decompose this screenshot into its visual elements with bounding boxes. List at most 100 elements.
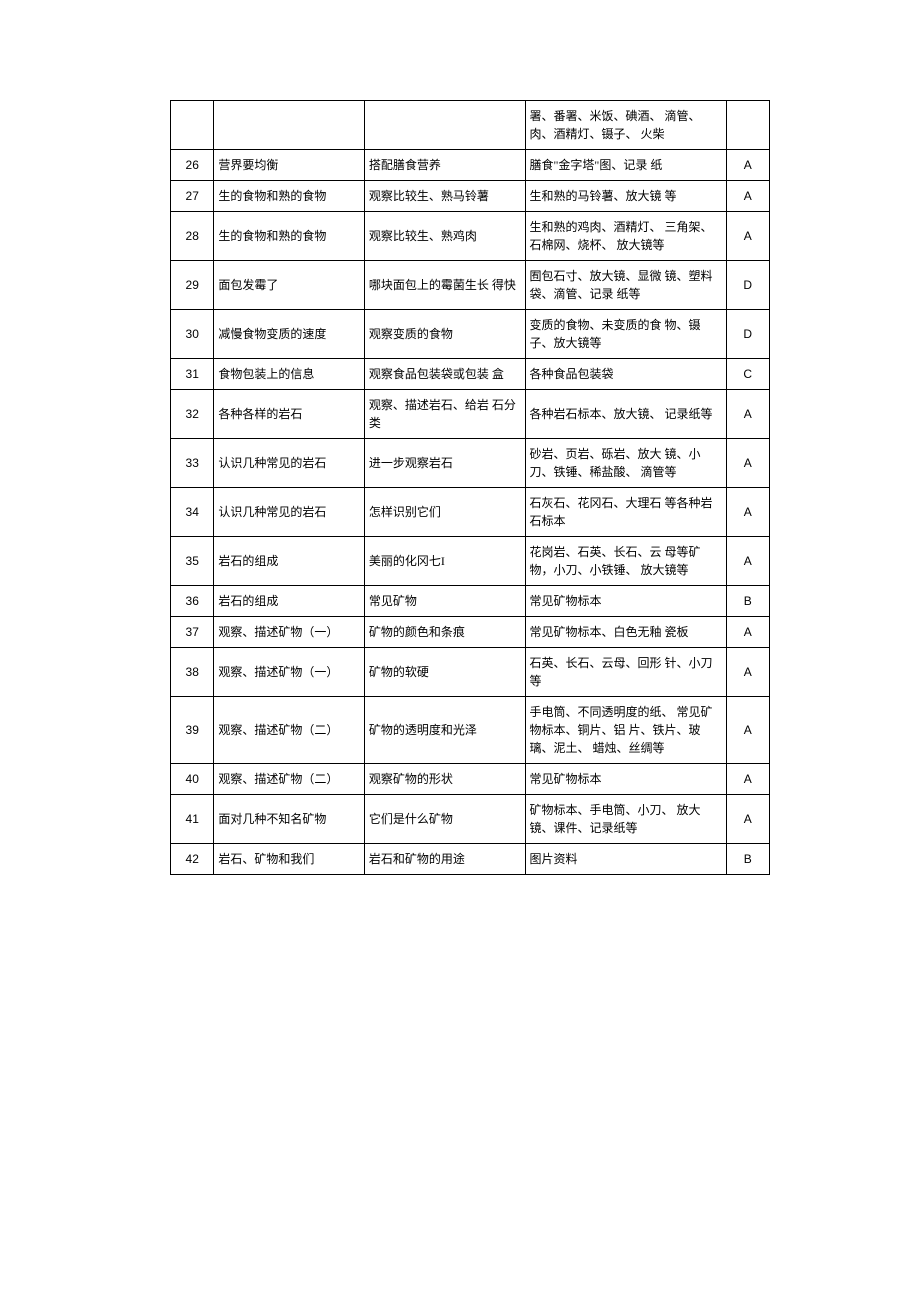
cell-type: D — [726, 261, 769, 310]
table-row: 27生的食物和熟的食物观察比较生、熟马铃薯生和熟的马铃薯、放大镜 等A — [171, 181, 770, 212]
cell-material: 生和熟的鸡肉、酒精灯、 三角架、石棉网、烧杯、 放大镜等 — [525, 212, 726, 261]
cell-material: 生和熟的马铃薯、放大镜 等 — [525, 181, 726, 212]
table-row: 40观察、描述矿物（二）观察矿物的形状常见矿物标本A — [171, 764, 770, 795]
cell-material: 手电筒、不同透明度的纸、 常见矿物标本、铜片、铝 片、铁片、玻璃、泥土、 蜡烛、… — [525, 697, 726, 764]
cell-activity: 观察矿物的形状 — [364, 764, 525, 795]
document-page: 署、番署、米饭、碘酒、 滴管、肉、酒精灯、镊子、 火柴26营界要均衡搭配膳食营养… — [0, 0, 920, 975]
cell-type: B — [726, 586, 769, 617]
cell-lesson: 观察、描述矿物（一） — [214, 648, 365, 697]
experiment-table: 署、番署、米饭、碘酒、 滴管、肉、酒精灯、镊子、 火柴26营界要均衡搭配膳食营养… — [170, 100, 770, 875]
cell-lesson: 营界要均衡 — [214, 150, 365, 181]
cell-activity: 哪块面包上的霉菌生长 得快 — [364, 261, 525, 310]
cell-lesson: 岩石、矿物和我们 — [214, 844, 365, 875]
cell-lesson: 面对几种不知名矿物 — [214, 795, 365, 844]
cell-material: 署、番署、米饭、碘酒、 滴管、肉、酒精灯、镊子、 火柴 — [525, 101, 726, 150]
table-row: 39观察、描述矿物（二）矿物的透明度和光泽手电筒、不同透明度的纸、 常见矿物标本… — [171, 697, 770, 764]
cell-num: 34 — [171, 488, 214, 537]
table-row: 32各种各样的岩石观察、描述岩石、给岩 石分类各种岩石标本、放大镜、 记录纸等A — [171, 390, 770, 439]
cell-material: 膳食"金字塔"图、记录 纸 — [525, 150, 726, 181]
cell-activity — [364, 101, 525, 150]
cell-type: A — [726, 795, 769, 844]
cell-num: 42 — [171, 844, 214, 875]
cell-material: 囿包石寸、放大镜、显微 镜、塑料袋、滴管、记录 纸等 — [525, 261, 726, 310]
cell-num: 38 — [171, 648, 214, 697]
cell-num: 32 — [171, 390, 214, 439]
table-row: 34认识几种常见的岩石怎样识别它们石灰石、花冈石、大理石 等各种岩石标本A — [171, 488, 770, 537]
table-row: 41面对几种不知名矿物它们是什么矿物矿物标本、手电筒、小刀、 放大镜、课件、记录… — [171, 795, 770, 844]
cell-material: 矿物标本、手电筒、小刀、 放大镜、课件、记录纸等 — [525, 795, 726, 844]
cell-activity: 观察比较生、熟马铃薯 — [364, 181, 525, 212]
table-row: 42岩石、矿物和我们岩石和矿物的用途图片资料B — [171, 844, 770, 875]
cell-material: 花岗岩、石英、长石、云 母等矿物，小刀、小铁锤、 放大镜等 — [525, 537, 726, 586]
cell-num: 30 — [171, 310, 214, 359]
cell-activity: 观察、描述岩石、给岩 石分类 — [364, 390, 525, 439]
cell-type: A — [726, 697, 769, 764]
cell-activity: 搭配膳食营养 — [364, 150, 525, 181]
cell-material: 常见矿物标本、白色无釉 瓷板 — [525, 617, 726, 648]
cell-type: D — [726, 310, 769, 359]
cell-type: A — [726, 537, 769, 586]
cell-num: 27 — [171, 181, 214, 212]
cell-lesson: 认识几种常见的岩石 — [214, 488, 365, 537]
cell-num: 28 — [171, 212, 214, 261]
cell-type: C — [726, 359, 769, 390]
cell-type: A — [726, 648, 769, 697]
cell-num: 41 — [171, 795, 214, 844]
cell-num — [171, 101, 214, 150]
cell-num: 39 — [171, 697, 214, 764]
cell-lesson: 岩石的组成 — [214, 586, 365, 617]
cell-material: 图片资料 — [525, 844, 726, 875]
cell-material: 石英、长石、云母、回形 针、小刀等 — [525, 648, 726, 697]
cell-type: A — [726, 764, 769, 795]
cell-num: 36 — [171, 586, 214, 617]
cell-activity: 怎样识别它们 — [364, 488, 525, 537]
cell-num: 40 — [171, 764, 214, 795]
cell-num: 31 — [171, 359, 214, 390]
table-row: 26营界要均衡搭配膳食营养膳食"金字塔"图、记录 纸A — [171, 150, 770, 181]
cell-activity: 矿物的颜色和条痕 — [364, 617, 525, 648]
cell-material: 各种岩石标本、放大镜、 记录纸等 — [525, 390, 726, 439]
cell-activity: 观察食品包装袋或包装 盒 — [364, 359, 525, 390]
cell-lesson: 观察、描述矿物（一） — [214, 617, 365, 648]
cell-activity: 观察变质的食物 — [364, 310, 525, 359]
table-row: 署、番署、米饭、碘酒、 滴管、肉、酒精灯、镊子、 火柴 — [171, 101, 770, 150]
cell-lesson: 认识几种常见的岩石 — [214, 439, 365, 488]
cell-material: 变质的食物、未变质的食 物、镊子、放大镜等 — [525, 310, 726, 359]
cell-activity: 常见矿物 — [364, 586, 525, 617]
cell-lesson: 生的食物和熟的食物 — [214, 212, 365, 261]
cell-type: A — [726, 212, 769, 261]
cell-type: B — [726, 844, 769, 875]
cell-num: 33 — [171, 439, 214, 488]
table-row: 28生的食物和熟的食物观察比较生、熟鸡肉生和熟的鸡肉、酒精灯、 三角架、石棉网、… — [171, 212, 770, 261]
cell-activity: 美丽的化冈七I — [364, 537, 525, 586]
cell-type: A — [726, 488, 769, 537]
cell-type: A — [726, 150, 769, 181]
cell-lesson — [214, 101, 365, 150]
cell-lesson: 观察、描述矿物（二） — [214, 764, 365, 795]
cell-num: 29 — [171, 261, 214, 310]
cell-activity: 进一步观察岩石 — [364, 439, 525, 488]
table-row: 33认识几种常见的岩石进一步观察岩石砂岩、页岩、砾岩、放大 镜、小刀、铁锤、稀盐… — [171, 439, 770, 488]
cell-lesson: 各种各样的岩石 — [214, 390, 365, 439]
table-row: 37观察、描述矿物（一）矿物的颜色和条痕常见矿物标本、白色无釉 瓷板A — [171, 617, 770, 648]
cell-type: A — [726, 181, 769, 212]
cell-lesson: 生的食物和熟的食物 — [214, 181, 365, 212]
table-row: 31食物包装上的信息观察食品包装袋或包装 盒各种食品包装袋C — [171, 359, 770, 390]
cell-num: 35 — [171, 537, 214, 586]
cell-type: A — [726, 439, 769, 488]
cell-material: 砂岩、页岩、砾岩、放大 镜、小刀、铁锤、稀盐酸、 滴管等 — [525, 439, 726, 488]
cell-material: 石灰石、花冈石、大理石 等各种岩石标本 — [525, 488, 726, 537]
cell-activity: 矿物的软硬 — [364, 648, 525, 697]
cell-material: 常见矿物标本 — [525, 586, 726, 617]
cell-lesson: 食物包装上的信息 — [214, 359, 365, 390]
cell-activity: 它们是什么矿物 — [364, 795, 525, 844]
cell-lesson: 面包发霉了 — [214, 261, 365, 310]
cell-activity: 观察比较生、熟鸡肉 — [364, 212, 525, 261]
cell-lesson: 观察、描述矿物（二） — [214, 697, 365, 764]
cell-type: A — [726, 390, 769, 439]
cell-activity: 岩石和矿物的用途 — [364, 844, 525, 875]
table-row: 29面包发霉了哪块面包上的霉菌生长 得快囿包石寸、放大镜、显微 镜、塑料袋、滴管… — [171, 261, 770, 310]
cell-lesson: 岩石的组成 — [214, 537, 365, 586]
table-row: 38观察、描述矿物（一）矿物的软硬石英、长石、云母、回形 针、小刀等A — [171, 648, 770, 697]
cell-num: 37 — [171, 617, 214, 648]
